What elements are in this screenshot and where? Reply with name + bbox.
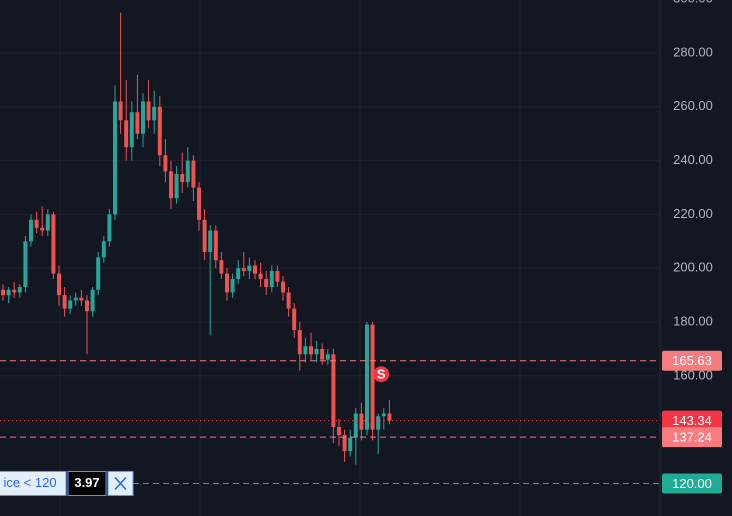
candle-body (124, 120, 129, 148)
price-label: 165.63 (672, 353, 712, 368)
candle-body (297, 330, 302, 355)
candle-body (45, 214, 50, 231)
candle-body (191, 160, 196, 188)
candle-body (174, 174, 179, 199)
candle-body (185, 160, 190, 183)
candle-body (146, 101, 151, 121)
price-label-box (662, 427, 722, 448)
candle-body (79, 297, 84, 301)
y-tick-label: 260.00 (673, 98, 713, 113)
signal-label: S (377, 367, 386, 382)
candle-body (90, 289, 95, 312)
candle-body (157, 106, 162, 156)
candle-body (292, 308, 297, 331)
y-tick-label: 160.00 (673, 367, 713, 382)
price-label: 143.34 (672, 413, 712, 428)
candle-body (1, 289, 5, 296)
candle-body (365, 324, 369, 430)
candle-body (85, 300, 89, 312)
order-condition: ice < 120 (3, 475, 56, 490)
candle-body (62, 295, 67, 309)
candle-body (342, 435, 347, 452)
candle-body (236, 268, 241, 279)
candle-body (320, 348, 325, 360)
candle-body (169, 171, 173, 199)
price-label: 120.00 (672, 476, 712, 491)
y-tick-label: 240.00 (673, 152, 713, 167)
candle-body (348, 437, 353, 452)
candle-body (118, 101, 123, 121)
candle-body (303, 346, 308, 355)
candle-body (381, 413, 386, 417)
candle-body (376, 416, 381, 430)
candle-body (370, 324, 375, 430)
y-tick-label: 300.00 (673, 0, 713, 6)
candle-body (40, 227, 45, 231)
candle-body (152, 106, 157, 121)
candle-body (73, 297, 78, 301)
price-label-box (662, 473, 722, 494)
candle-body (51, 214, 56, 274)
candle-body (180, 174, 185, 183)
candle-body (325, 354, 330, 360)
candle-body (241, 268, 246, 271)
candle-body (101, 241, 106, 258)
candle-body (269, 270, 274, 288)
candle-body (17, 287, 22, 293)
candle-body (219, 260, 224, 274)
y-tick-label: 200.00 (673, 260, 713, 275)
candle-body (208, 230, 213, 253)
order-amount: 3.97 (74, 475, 99, 490)
candle-body (331, 354, 336, 427)
candle-body (225, 273, 229, 293)
order-close-icon (114, 476, 127, 490)
candle-body (359, 413, 364, 430)
candle-body (275, 270, 280, 282)
price-label: 137.24 (672, 430, 712, 445)
candle-body (286, 292, 291, 309)
candle-body (34, 219, 39, 228)
candle-body (12, 289, 17, 293)
candle-body (230, 278, 235, 293)
signal-marker (373, 366, 390, 383)
candle-body (107, 214, 112, 242)
candle-body (202, 219, 207, 253)
candle-body (213, 230, 218, 261)
candle-body (141, 101, 145, 134)
y-tick-label: 280.00 (673, 44, 713, 59)
y-tick-label: 180.00 (673, 313, 713, 328)
candle-body (353, 413, 358, 438)
candle-body (387, 413, 392, 421)
candle-body (113, 101, 117, 215)
candle-body (135, 112, 140, 134)
price-label-box (662, 410, 722, 431)
candle-body (197, 187, 201, 220)
y-tick-label: 220.00 (673, 206, 713, 221)
candle-body (57, 273, 61, 296)
candle-body (264, 278, 269, 288)
candle-body (29, 219, 33, 242)
candle-body (247, 265, 252, 271)
order-condition-box[interactable] (0, 470, 67, 496)
candle-body (163, 155, 168, 172)
candle-body (309, 346, 313, 355)
candle-body (68, 300, 73, 309)
candle-body (314, 348, 319, 355)
candle-body (337, 426, 341, 436)
price-label-box (662, 350, 722, 371)
candle-body (281, 281, 285, 293)
candle-body (6, 289, 11, 296)
candle-body (96, 257, 101, 290)
candle-body (258, 273, 263, 279)
candle-body (23, 241, 28, 288)
candle-body (129, 112, 134, 148)
order-amount-box[interactable] (67, 470, 107, 496)
candle-body (253, 265, 257, 274)
